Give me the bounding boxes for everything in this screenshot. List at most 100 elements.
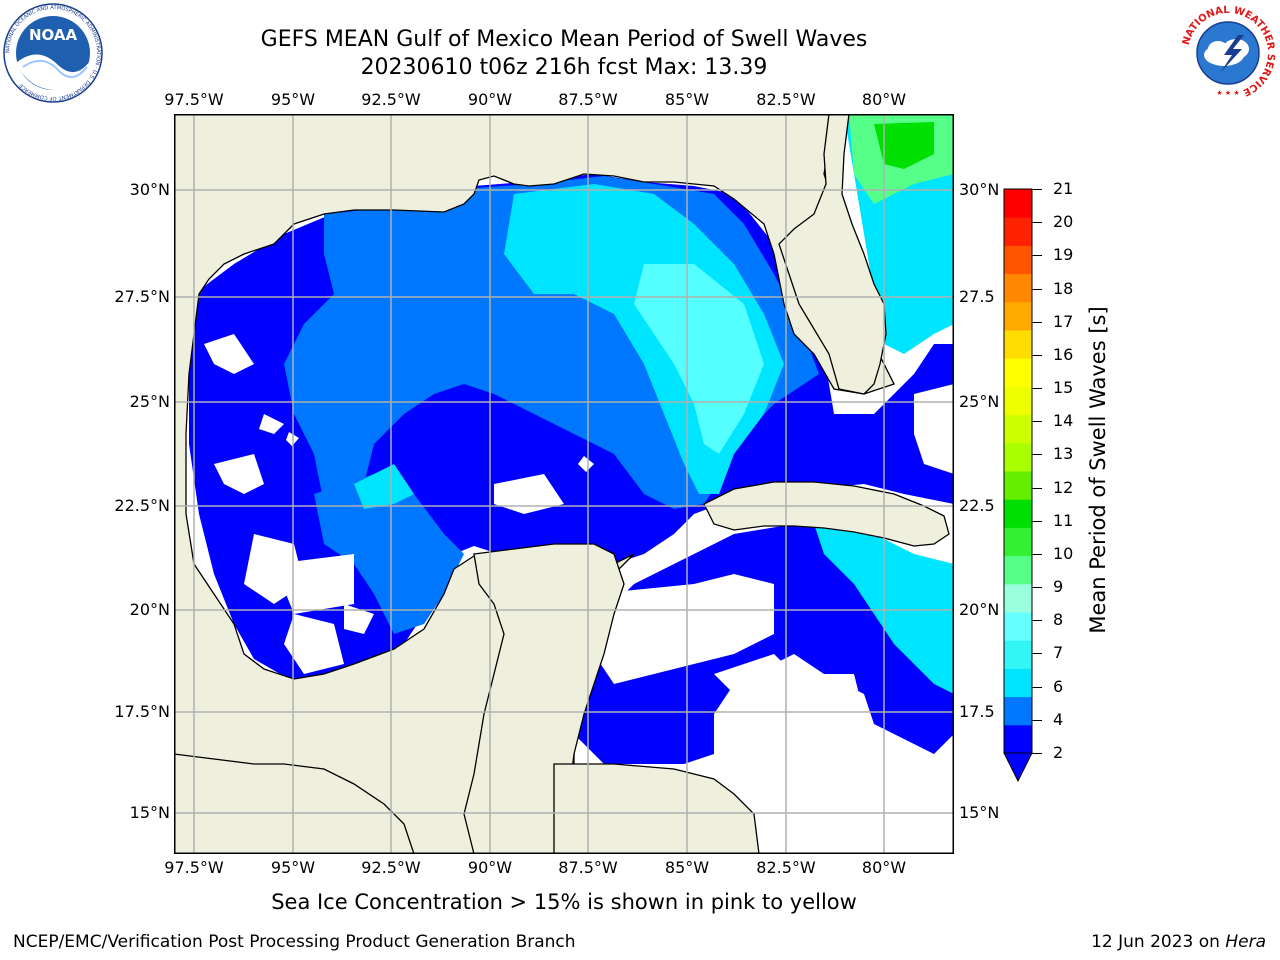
lon-label-bottom: 95°W [270,858,316,877]
lon-label-bottom: 87.5°W [558,858,618,877]
lon-label-top: 92.5°W [361,90,421,109]
lon-label-top: 95°W [270,90,316,109]
lat-label-right: 30°N [959,180,1000,199]
credit-host: Hera [1225,932,1266,952]
colorbar-tick-label: 14 [1053,411,1074,431]
lat-label-left: 30°N [129,180,170,199]
colorbar-swatch [1004,555,1032,585]
colorbar-swatch [1004,330,1032,359]
lon-label-top: 80°W [861,90,907,109]
colorbar-tick-label: 17 [1053,311,1074,331]
lon-label-bottom: 85°W [664,858,710,877]
map-border [174,114,954,854]
credit-right: 12 Jun 2023 on Hera [1091,932,1266,952]
colorbar-tick-mark [1032,620,1042,622]
lon-label-bottom: 90°W [467,858,513,877]
colorbar-swatch [1004,301,1032,331]
colorbar-swatch [1004,386,1032,416]
colorbar-outline [1003,188,1033,754]
graticule [174,114,954,854]
map-panel [174,114,954,854]
colorbar-swatch [1004,471,1032,500]
colorbar-tick-label: 12 [1053,477,1074,497]
lat-label-left: 27.5°N [114,287,170,306]
lat-label-right: 17.5 [959,702,995,721]
colorbar-tick-label: 20 [1053,212,1074,232]
lon-label-bottom: 97.5°W [164,858,224,877]
colorbar-tick-mark [1032,753,1042,754]
colorbar-swatch [1004,499,1032,528]
gulf-swell-8-9s [634,264,764,454]
lon-label-bottom: 92.5°W [361,858,421,877]
lat-label-right: 25°N [959,392,1000,411]
lat-label-left: 17.5°N [114,702,170,721]
lon-label-bottom: 80°W [861,858,907,877]
colorbar-swatch [1004,640,1032,669]
colorbar-extend-arrow [1003,752,1033,783]
colorbar-tick-label: 6 [1053,676,1064,696]
colorbar-tick-mark [1032,189,1042,190]
colorbar-swatch [1004,612,1032,641]
lat-label-left: 15°N [129,803,170,822]
lon-label-top: 85°W [664,90,710,109]
colorbar-tick-mark [1032,222,1042,224]
gulf-swell-6-8s-mid [354,464,414,509]
lat-label-right: 15°N [959,803,1000,822]
lat-label-right: 20°N [959,600,1000,619]
colorbar-tick-mark [1032,553,1042,555]
colorbar-tick-mark [1032,686,1042,688]
colorbar-swatch [1004,583,1032,613]
colorbar-tick-label: 18 [1053,278,1074,298]
colorbar-tick-mark [1032,321,1042,323]
colorbar-tick-mark [1032,653,1042,655]
colorbar [1003,188,1033,783]
lon-label-bottom: 82.5°W [756,858,816,877]
footnote: Sea Ice Concentration > 15% is shown in … [271,890,857,914]
central-america-south [174,753,415,854]
colorbar-tick-mark [1032,388,1042,390]
colorbar-tick-mark [1032,288,1042,290]
colorbar-tick-label: 11 [1053,510,1074,530]
lon-label-top: 82.5°W [756,90,816,109]
florida [778,114,887,395]
lat-label-left: 22.5°N [114,496,170,515]
noaa-logo: NOAA NATIONAL OCEANIC AND ATMOSPHERIC AD… [3,3,103,103]
colorbar-swatch [1004,217,1032,246]
colorbar-swatch [1004,189,1032,218]
colorbar-tick-label: 9 [1053,577,1064,597]
colorbar-tick-label: 15 [1053,378,1074,398]
colorbar-tick-label: 19 [1053,245,1074,265]
lat-label-left: 25°N [129,392,170,411]
colorbar-tick-label: 10 [1053,543,1074,563]
chart-title: GEFS MEAN Gulf of Mexico Mean Period of … [260,27,868,52]
lon-label-top: 90°W [467,90,513,109]
lat-label-left: 20°N [129,600,170,619]
credit-left: NCEP/EMC/Verification Post Processing Pr… [13,932,576,952]
colorbar-swatch [1004,668,1032,698]
colorbar-swatch [1004,724,1032,754]
colorbar-swatch [1004,527,1032,557]
colorbar-swatch [1004,273,1032,303]
honduras-nicaragua [553,763,760,854]
land-masses [174,114,950,854]
colorbar-tick-mark [1032,487,1042,489]
colorbar-tick-label: 8 [1053,610,1064,630]
missing-data-areas [204,334,954,854]
colorbar-tick-mark [1032,454,1042,456]
cuba [703,481,950,547]
colorbar-swatch [1004,358,1032,387]
gulf-swell-4-6s-west [314,474,464,634]
colorbar-tick-label: 21 [1053,179,1074,198]
colorbar-swatch [1004,442,1032,472]
lat-label-right: 27.5 [959,287,995,306]
credit-date: 12 Jun 2023 on [1091,932,1220,952]
lon-label-top: 87.5°W [558,90,618,109]
svg-text:★ ★ ★: ★ ★ ★ [1216,89,1239,97]
noaa-logo-text: NOAA [29,26,78,44]
lon-label-top: 97.5°W [164,90,224,109]
colorbar-tick-label: 16 [1053,344,1074,364]
colorbar-tick-label: 4 [1053,709,1064,729]
colorbar-swatch [1004,414,1032,444]
colorbar-swatch [1004,696,1032,726]
colorbar-tick-mark [1032,421,1042,423]
